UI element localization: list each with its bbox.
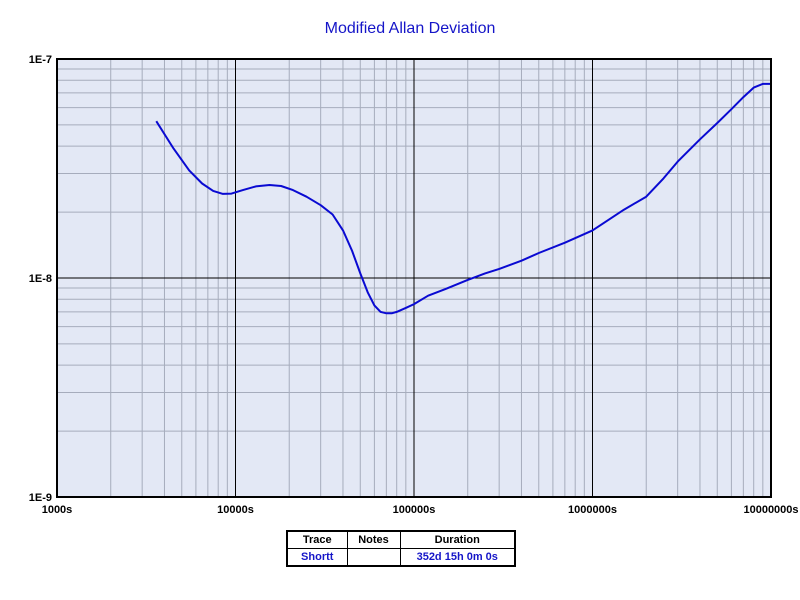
- legend-header-row: Trace Notes Duration: [286, 530, 516, 549]
- x-tick-label: 10000s: [217, 504, 254, 516]
- y-tick-label: 1E-9: [29, 492, 52, 504]
- y-tick-label: 1E-8: [29, 273, 52, 285]
- x-tick-label: 10000000s: [743, 504, 798, 516]
- chart-title: Modified Allan Deviation: [325, 20, 496, 37]
- legend-header-duration: Duration: [399, 530, 516, 549]
- major-grid: [57, 59, 771, 497]
- trace-legend-table: Trace Notes Duration Shortt 352d 15h 0m …: [286, 530, 516, 567]
- series-line-shortt: [155, 82, 771, 315]
- legend-header-notes: Notes: [346, 530, 401, 549]
- series-layer: [155, 82, 771, 315]
- x-tick-label: 1000000s: [568, 504, 617, 516]
- legend-trace-duration: 352d 15h 0m 0s: [399, 548, 516, 567]
- legend-trace-notes: [346, 548, 401, 567]
- legend-trace-name: Shortt: [286, 548, 348, 567]
- legend-header-trace: Trace: [286, 530, 348, 549]
- plot-frame: [56, 58, 772, 498]
- x-tick-label: 1000s: [42, 504, 73, 516]
- x-tick-label: 100000s: [393, 504, 436, 516]
- y-axis-tick-labels: 1E-9 1E-8 1E-7: [29, 54, 52, 504]
- x-axis-tick-labels: 1000s 10000s 100000s 1000000s 10000000s: [42, 504, 799, 516]
- y-tick-label: 1E-7: [29, 54, 52, 66]
- legend-row: Shortt 352d 15h 0m 0s: [286, 548, 516, 567]
